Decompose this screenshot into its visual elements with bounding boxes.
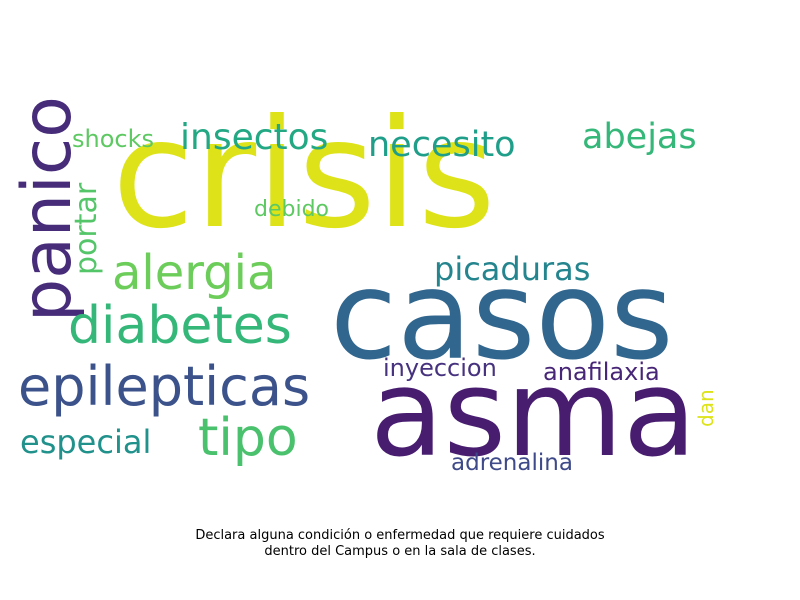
word-casos: casos [330,245,674,387]
word-abejas: abejas [582,117,697,157]
word-picaduras: picaduras [434,250,591,288]
word-adrenalina: adrenalina [451,450,573,476]
word-especial: especial [20,423,152,461]
word-shocks: shocks [72,125,154,153]
word-alergia: alergia [112,245,277,301]
word-diabetes: diabetes [68,296,292,356]
word-epilepticas: epilepticas [18,355,311,418]
word-insectos: insectos [180,117,329,158]
word-inyeccion: inyeccion [383,354,497,382]
word-dan: dan [694,389,718,427]
word-tipo: tipo [198,408,298,468]
caption-line-1: Declara alguna condición o enfermedad qu… [195,528,605,543]
word-debido: debido [254,197,330,222]
word-anafilaxia: anafilaxia [543,358,660,386]
word-crisis: crisis [112,88,496,262]
caption-line-2: dentro del Campus o en la sala de clases… [264,544,536,559]
word-asma: asma [370,345,697,484]
caption: Declara alguna condición o enfermedad qu… [0,528,800,560]
word-portar: portar [69,182,104,275]
word-necesito: necesito [368,125,516,165]
